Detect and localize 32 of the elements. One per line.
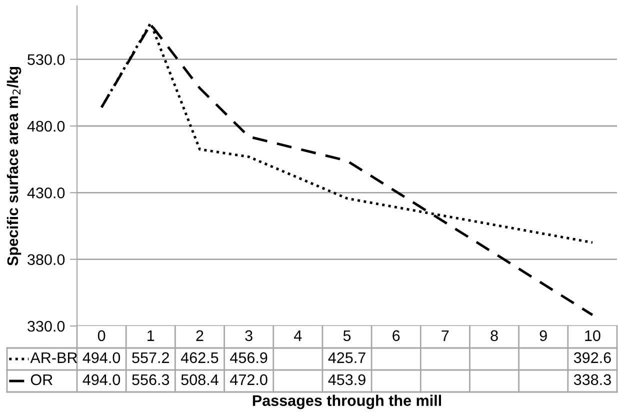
data-label: 494.0	[82, 374, 120, 386]
x-tick-label: 8	[490, 330, 498, 342]
data-label: 462.5	[180, 352, 218, 364]
data-label: 494.0	[82, 352, 120, 364]
x-tick-label: 4	[294, 330, 302, 341]
x-tick-label: 6	[392, 330, 400, 342]
x-tick-label: 10	[585, 330, 600, 342]
y-axis-title: Specific surface area m$_{2}$/kg	[6, 66, 22, 266]
data-label: 338.3	[574, 374, 611, 386]
x-tick-label: 2	[196, 330, 204, 341]
x-tick-label: 5	[343, 330, 351, 342]
data-label: 472.0	[230, 374, 268, 386]
data-label: 456.9	[230, 352, 268, 364]
data-label: 392.6	[574, 352, 611, 364]
y-tick-label: 480.0	[27, 120, 65, 132]
y-tick-label: 530.0	[28, 54, 65, 66]
data-label: 556.3	[132, 374, 170, 386]
data-label: 508.4	[181, 374, 218, 386]
data-label: 425.7	[328, 352, 366, 364]
x-axis-title: Passages through the mill	[252, 394, 442, 410]
x-tick-label: 3	[245, 330, 252, 342]
data-label: 557.2	[132, 352, 169, 364]
legend-label: OR	[30, 374, 52, 386]
x-tick-label: 7	[442, 330, 449, 341]
legend-label: AR-BR	[30, 352, 78, 363]
data-label: 453.9	[328, 374, 366, 386]
x-tick-label: 0	[98, 330, 106, 342]
y-tick-label: 380.0	[28, 254, 65, 266]
y-tick-label: 330.0	[28, 320, 65, 332]
x-tick-label: 1	[148, 330, 154, 341]
x-tick-label: 9	[540, 330, 547, 342]
y-tick-label: 430.0	[27, 188, 65, 198]
